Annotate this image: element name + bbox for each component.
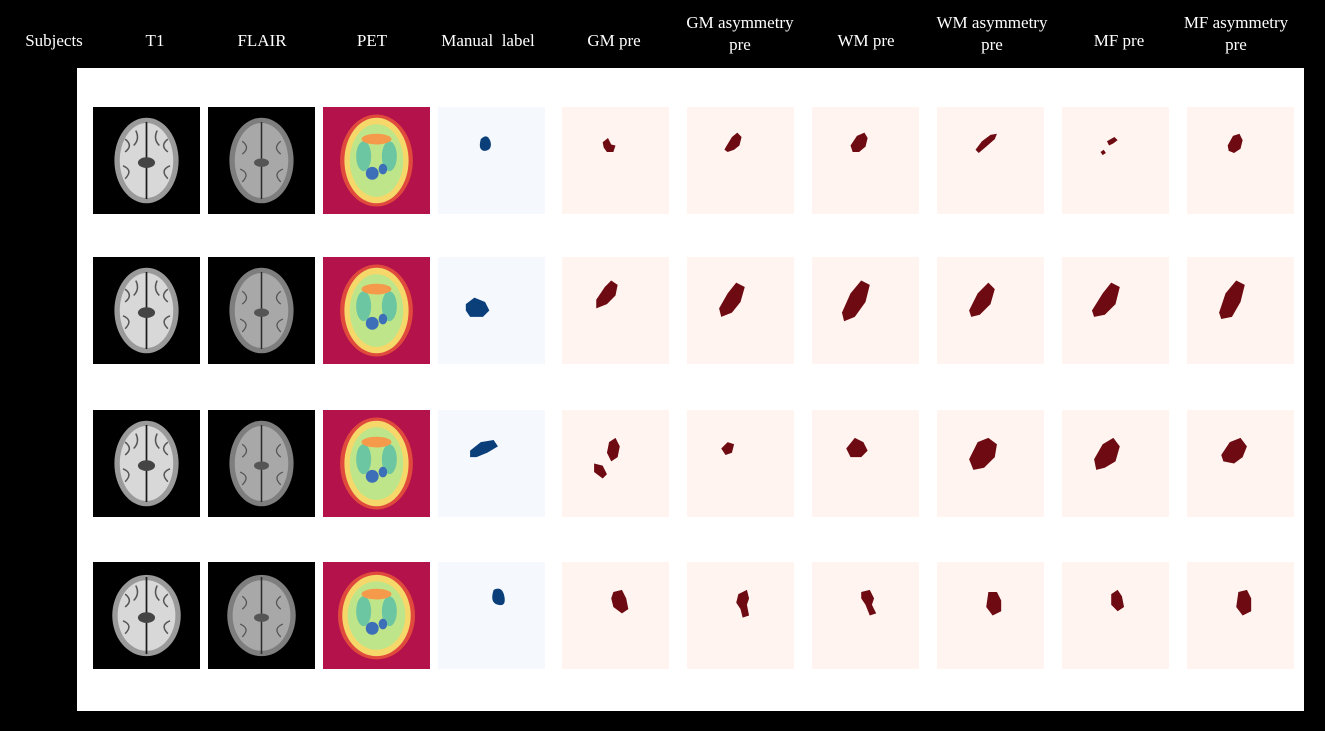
sub2-wm-pre-image	[812, 257, 919, 364]
sub3-mf-asymmetry-pre-image	[1187, 410, 1294, 517]
sub2-mf-asymmetry-pre-image	[1187, 257, 1294, 364]
sub4-flair-image	[208, 562, 315, 669]
sub4-wm-asymmetry-pre-image	[937, 562, 1044, 669]
sub4-mf-asymmetry-pre-image	[1187, 562, 1294, 669]
sub2-mf-pre-image	[1062, 257, 1169, 364]
sub1-mf-pre-image	[1062, 107, 1169, 214]
header-gm-asymmetry-pre: GM asymmetry pre	[686, 13, 794, 54]
sub2-t1-image	[93, 257, 200, 364]
row-label-sub1: Sub1	[22, 144, 62, 165]
sub1-pet-image	[323, 107, 430, 214]
header-wm-pre: WM pre	[837, 31, 895, 50]
sub1-wm-asymmetry-pre-image	[937, 107, 1044, 214]
sub3-pet-image	[323, 410, 430, 517]
header-pet: PET	[356, 31, 388, 50]
sub3-gm-pre-image	[562, 410, 669, 517]
sub1-t1-image	[93, 107, 200, 214]
sub3-flair-image	[208, 410, 315, 517]
sub2-gm-pre-image	[562, 257, 669, 364]
sub3-mf-pre-image	[1062, 410, 1169, 517]
row-label-sub2: Sub2	[22, 294, 62, 315]
sub1-mf-asymmetry-pre-image	[1187, 107, 1294, 214]
sub1-wm-pre-image	[812, 107, 919, 214]
sub1-gm-pre-image	[562, 107, 669, 214]
sub3-manual-label-image	[438, 410, 545, 517]
sub3-wm-asymmetry-pre-image	[937, 410, 1044, 517]
sub4-t1-image	[93, 562, 200, 669]
sub3-wm-pre-image	[812, 410, 919, 517]
sub2-manual-label-image	[438, 257, 545, 364]
sub4-wm-pre-image	[812, 562, 919, 669]
sub4-gm-pre-image	[562, 562, 669, 669]
row-label-sub3: Sub3	[22, 446, 62, 467]
sub3-t1-image	[93, 410, 200, 517]
sub1-manual-label-image	[438, 107, 545, 214]
header-subjects: Subjects	[25, 31, 83, 50]
header-flair: FLAIR	[237, 31, 287, 50]
header-manual-label: Manual label	[441, 31, 535, 50]
sub4-gm-asymmetry-pre-image	[687, 562, 794, 669]
sub3-gm-asymmetry-pre-image	[687, 410, 794, 517]
sub2-gm-asymmetry-pre-image	[687, 257, 794, 364]
sub2-flair-image	[208, 257, 315, 364]
header-wm-asymmetry-pre: WM asymmetry pre	[936, 13, 1048, 54]
sub2-wm-asymmetry-pre-image	[937, 257, 1044, 364]
sub1-flair-image	[208, 107, 315, 214]
sub4-mf-pre-image	[1062, 562, 1169, 669]
header-gm-pre: GM pre	[587, 31, 641, 50]
sub1-gm-asymmetry-pre-image	[687, 107, 794, 214]
sub4-manual-label-image	[438, 562, 545, 669]
sub2-pet-image	[323, 257, 430, 364]
sub4-pet-image	[323, 562, 430, 669]
header-t1: T1	[145, 31, 165, 50]
row-label-sub4: Sub4	[22, 599, 62, 620]
header-mf-pre: MF pre	[1093, 31, 1145, 50]
header-mf-asymmetry-pre: MF asymmetry pre	[1183, 13, 1289, 54]
